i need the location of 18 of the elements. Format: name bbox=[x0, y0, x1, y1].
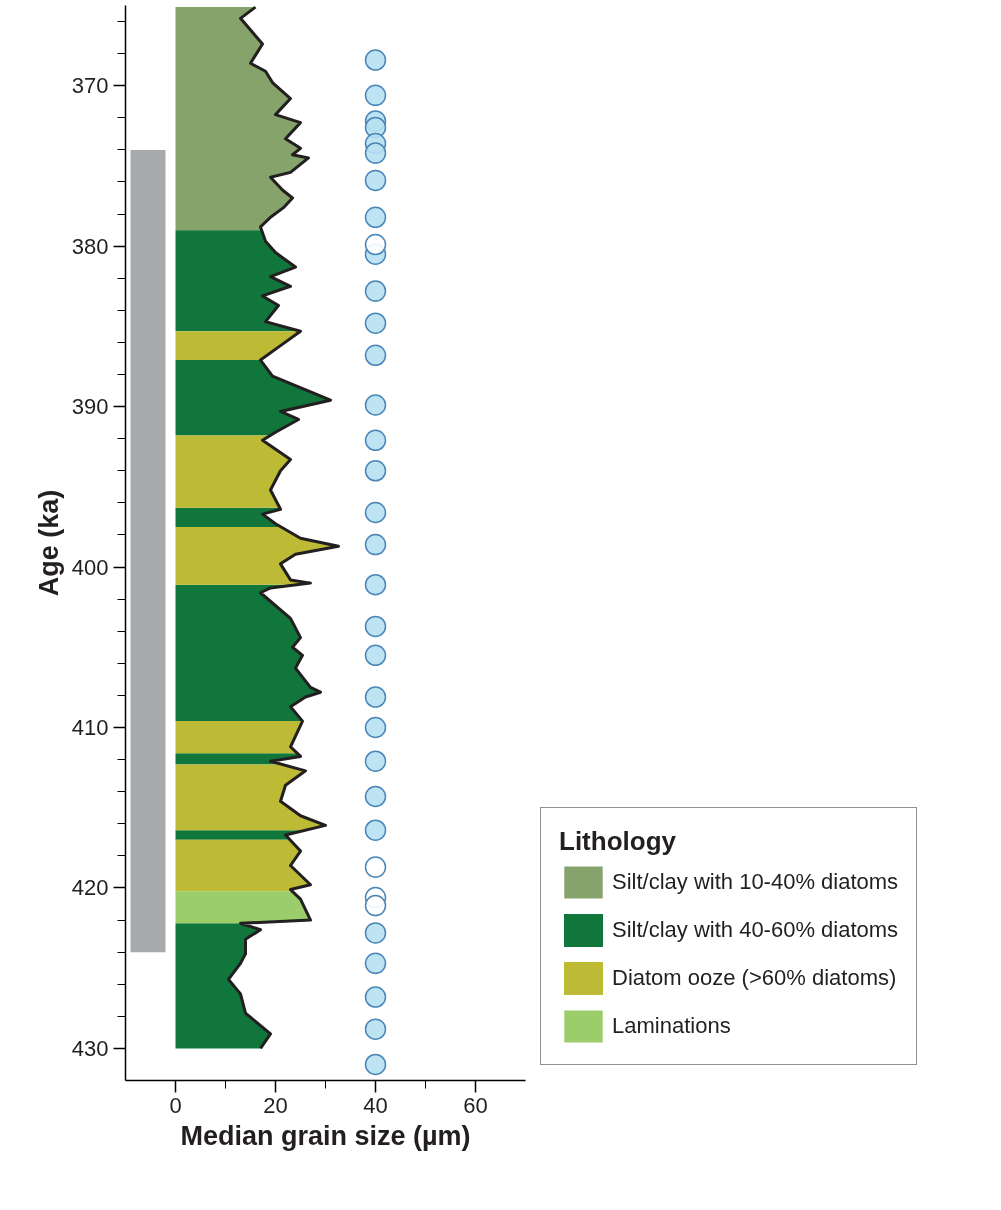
legend-label: Laminations bbox=[612, 1012, 731, 1040]
y-tick-label: 380 bbox=[71, 233, 109, 259]
legend-label: Silt/clay with 40-60% diatoms bbox=[612, 916, 899, 944]
x-tick-label: 0 bbox=[169, 1092, 182, 1118]
legend-label: Diatom ooze (>60% diatoms) bbox=[612, 964, 897, 992]
x-axis-title: Median grain size (µm) bbox=[180, 1120, 471, 1151]
y-tick-label: 400 bbox=[71, 554, 109, 580]
legend-title: Lithology bbox=[559, 826, 677, 857]
y-axis-title: Age (ka) bbox=[33, 489, 64, 597]
x-tick-label: 60 bbox=[463, 1092, 488, 1118]
x-tick-label: 20 bbox=[263, 1092, 288, 1118]
y-tick-label: 370 bbox=[71, 73, 109, 99]
y-tick-label: 420 bbox=[71, 875, 109, 901]
y-tick-label: 410 bbox=[71, 715, 109, 741]
y-tick-label: 390 bbox=[71, 394, 109, 420]
x-tick-label: 40 bbox=[363, 1092, 388, 1118]
y-tick-label: 430 bbox=[71, 1035, 109, 1061]
legend-label: Silt/clay with 10-40% diatoms bbox=[612, 868, 899, 896]
